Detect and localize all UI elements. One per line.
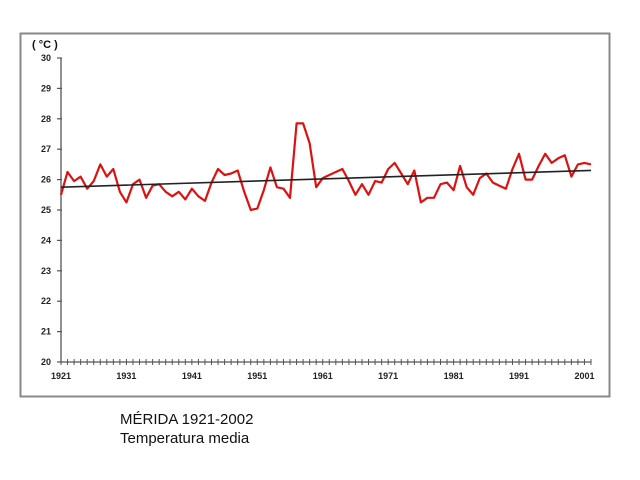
- x-tick-label: 1991: [509, 371, 529, 381]
- chart-subtitle: Temperatura media: [120, 430, 250, 447]
- y-tick-label: 30: [41, 53, 51, 63]
- x-axis: 1921 1931 1941 1951 1961 1971 1981 1991 2001: [51, 359, 594, 381]
- series-group: [59, 122, 592, 212]
- x-tick-label: 1961: [313, 371, 333, 381]
- x-tick-label: 1981: [444, 371, 464, 381]
- y-tick-label: 22: [41, 296, 51, 306]
- y-tick-label: 29: [41, 83, 51, 93]
- y-tick-label: 24: [41, 235, 51, 245]
- y-axis-unit-label: ( °C ): [32, 39, 58, 51]
- chart-title: MÉRIDA 1921-2002: [120, 411, 254, 428]
- y-tick-label: 20: [41, 357, 51, 367]
- y-tick-label: 23: [41, 266, 51, 276]
- y-axis: 20 21 22 23 24 25 26 27 28 29 30: [41, 53, 62, 367]
- x-tick-label: 1971: [378, 371, 398, 381]
- trend-line: [60, 169, 592, 188]
- y-tick-label: 25: [41, 205, 51, 215]
- x-tick-label: 1921: [51, 371, 71, 381]
- x-tick-label: 1931: [116, 371, 136, 381]
- x-tick-label: 1951: [247, 371, 267, 381]
- temperature-series-line: [59, 122, 592, 212]
- chart-frame: [19, 32, 611, 398]
- x-tick-label: 2001: [574, 371, 594, 381]
- y-tick-label: 26: [41, 175, 51, 185]
- y-tick-label: 28: [41, 114, 51, 124]
- y-tick-label: 21: [41, 327, 51, 337]
- y-tick-label: 27: [41, 144, 51, 154]
- x-tick-label: 1941: [182, 371, 202, 381]
